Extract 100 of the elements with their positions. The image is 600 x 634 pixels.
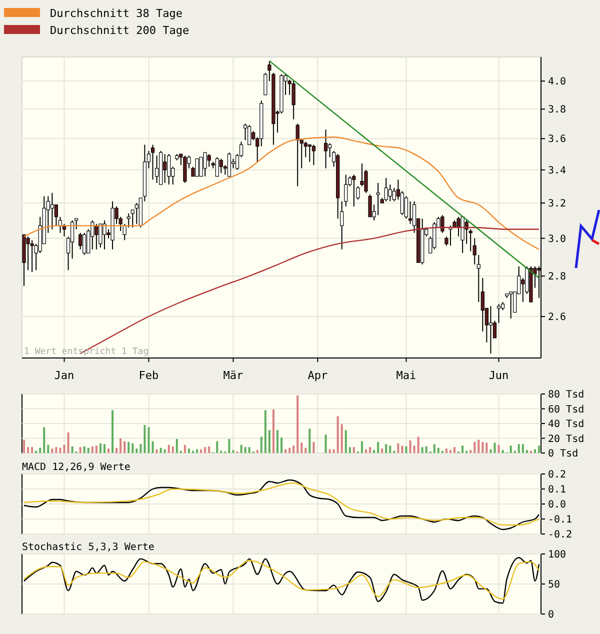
bar xyxy=(284,449,287,453)
candlestick xyxy=(492,320,497,338)
y-tick-label: 80 Tsd xyxy=(548,390,584,400)
bar xyxy=(128,442,130,453)
bar xyxy=(312,442,315,453)
bar xyxy=(95,446,98,453)
chart-title: Stochastic 5,3,3 Werte xyxy=(22,542,154,553)
bar xyxy=(27,447,30,453)
bar xyxy=(276,430,278,453)
bar xyxy=(116,448,118,453)
bar xyxy=(168,444,170,453)
bar xyxy=(148,427,150,453)
candlestick xyxy=(368,194,372,218)
bar xyxy=(204,447,206,453)
bar xyxy=(304,448,307,453)
bar xyxy=(79,447,82,453)
candlestick xyxy=(344,174,348,207)
y-tick-label: 60 Tsd xyxy=(548,404,584,416)
y-tick-label: 4.0 xyxy=(548,76,566,88)
bar xyxy=(462,446,464,453)
bar xyxy=(288,448,291,453)
candlestick xyxy=(26,236,30,271)
y-tick-label: 20 Tsd xyxy=(548,434,584,445)
bar xyxy=(71,446,74,453)
candlestick xyxy=(388,184,392,202)
bar xyxy=(23,440,26,453)
bar xyxy=(43,427,46,453)
y-tick-label: 40 Tsd xyxy=(548,419,584,430)
bar xyxy=(344,430,347,453)
candlestick xyxy=(308,144,312,162)
bar xyxy=(63,444,66,453)
bar xyxy=(389,446,392,453)
bar xyxy=(292,446,295,453)
x-tick-label: Mär xyxy=(223,369,244,382)
y-tick-label: 2.6 xyxy=(548,312,566,324)
candlestick xyxy=(456,216,460,237)
bar xyxy=(364,449,367,453)
chart-title: MACD 12,26,9 Werte xyxy=(22,462,130,473)
bar xyxy=(244,447,246,453)
candlestick xyxy=(324,129,328,169)
bar xyxy=(498,444,500,453)
bar xyxy=(300,442,303,453)
bar xyxy=(112,410,114,453)
candlestick xyxy=(82,232,86,256)
bar xyxy=(401,446,404,453)
legend-label: Durchschnitt 200 Tage xyxy=(50,24,190,37)
bar xyxy=(454,447,456,453)
bar xyxy=(164,449,166,453)
candlestick xyxy=(480,277,484,332)
bar xyxy=(502,450,504,453)
bar xyxy=(59,448,62,453)
candlestick xyxy=(464,220,468,244)
candlestick xyxy=(488,306,493,354)
bar xyxy=(397,443,400,453)
candlestick xyxy=(376,182,380,216)
bar xyxy=(328,449,331,453)
bar xyxy=(47,444,50,453)
bar xyxy=(518,444,520,453)
x-tick-label: Jun xyxy=(488,369,509,382)
bar xyxy=(486,442,488,453)
bar xyxy=(522,444,524,453)
y-tick-label: 2.8 xyxy=(548,272,566,283)
bar xyxy=(280,438,282,453)
candlestick xyxy=(102,220,106,250)
bar xyxy=(108,448,110,453)
x-tick-label: Jan xyxy=(54,369,74,382)
bar xyxy=(494,442,496,453)
bar xyxy=(200,449,202,453)
bar xyxy=(240,444,242,453)
bar xyxy=(336,416,339,453)
bar xyxy=(152,441,154,453)
candlestick xyxy=(440,214,444,234)
bar xyxy=(437,448,440,453)
bar xyxy=(31,447,34,453)
bar xyxy=(340,424,343,453)
bar xyxy=(308,428,311,453)
bar xyxy=(260,436,262,453)
y-tick-label: -0.1 xyxy=(548,514,572,526)
bar xyxy=(216,441,218,453)
bar xyxy=(413,446,416,453)
bar xyxy=(296,395,299,453)
bar xyxy=(184,444,186,453)
bar xyxy=(39,448,42,453)
bar xyxy=(144,424,146,453)
candlestick xyxy=(352,174,356,207)
candlestick xyxy=(163,154,167,184)
candlestick xyxy=(150,144,155,180)
bar xyxy=(256,450,258,453)
y-tick-label: -0.2 xyxy=(548,530,572,540)
candlestick xyxy=(243,123,248,141)
bar xyxy=(425,446,428,453)
bar xyxy=(352,447,355,453)
bar xyxy=(132,443,134,453)
bar xyxy=(51,448,54,453)
x-tick-label: Feb xyxy=(138,369,159,382)
legend-label: Durchschnitt 38 Tage xyxy=(50,6,182,20)
bar xyxy=(510,446,512,453)
bar xyxy=(83,446,86,453)
bar xyxy=(409,440,412,453)
x-tick-label: Apr xyxy=(308,369,328,382)
